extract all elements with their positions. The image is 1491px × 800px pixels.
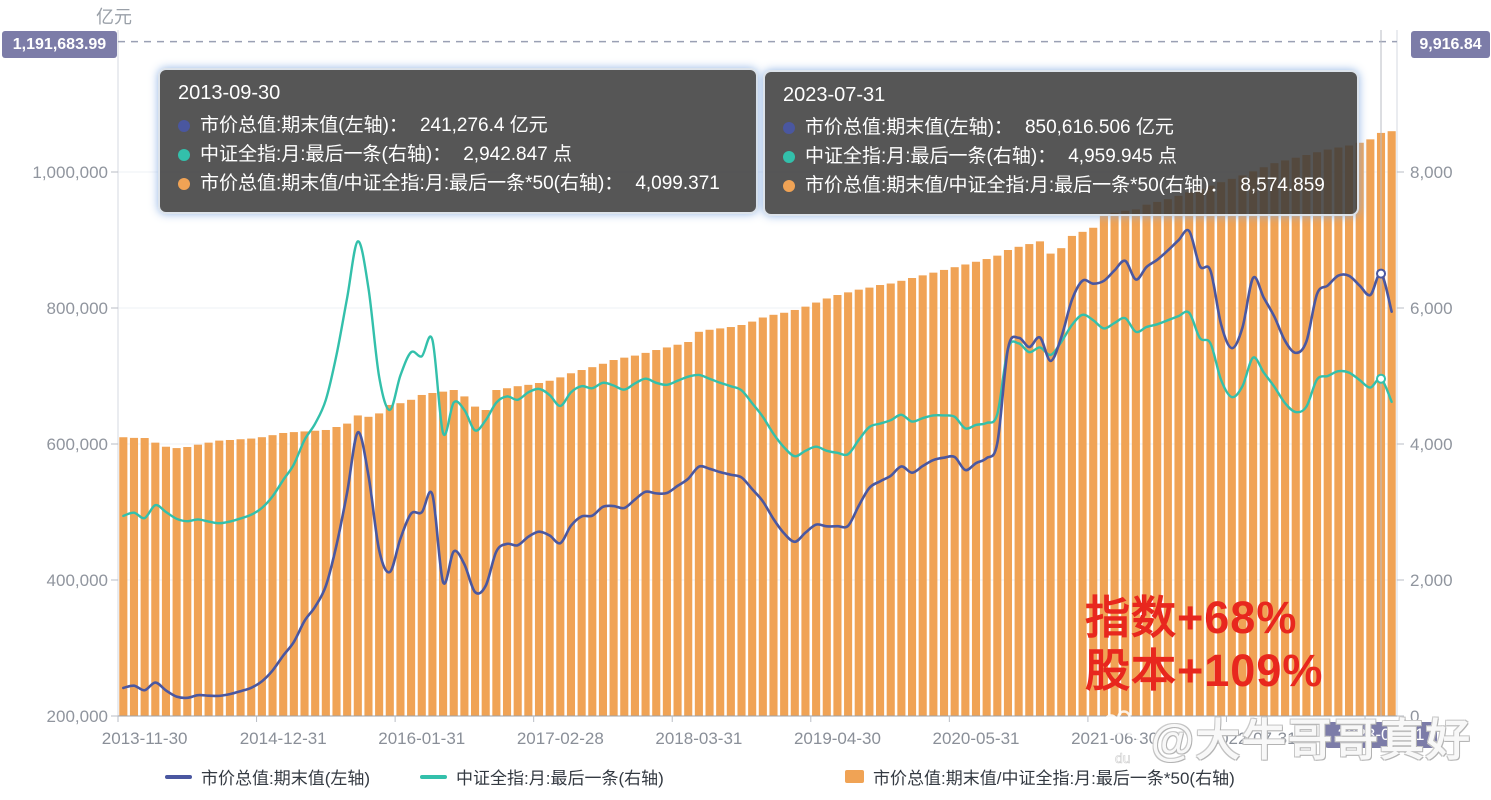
x-axis-labels: 2013-11-30 2014-12-31 2016-01-31 2017-02-28… (102, 729, 1297, 748)
svg-text:2,000: 2,000 (1410, 571, 1453, 590)
legend-item-ratio-bars[interactable]: 市价总值:期末值/中证全指:月:最后一条*50(右轴) (845, 764, 1235, 789)
ratio-bars (119, 131, 1396, 717)
svg-text:4,000: 4,000 (1410, 435, 1453, 454)
axes (111, 30, 1404, 722)
annotation-index-line: 指数+68% (1085, 592, 1298, 643)
gridlines (118, 171, 1397, 581)
tooltip-row-label: 市价总值:期末值(左轴)： (200, 115, 408, 136)
svg-text:0: 0 (1410, 707, 1419, 726)
svg-text:2013-11-30: 2013-11-30 (102, 729, 188, 748)
tooltip-row-value: 4,099.371 (635, 173, 720, 194)
legend-label: 市价总值:期末值(左轴) (201, 769, 371, 788)
tooltip-row-value: 850,616.506 亿元 (1024, 117, 1174, 138)
series-dot-icon (783, 150, 795, 163)
tooltip-row-label: 市价总值:期末值/中证全指:月:最后一条*50(右轴)： (805, 175, 1229, 196)
svg-text:2021-06-30: 2021-06-30 (1071, 729, 1158, 748)
tooltip-start-date: 2013-09-30 市价总值:期末值(左轴)： 241,276.4 亿元 中证… (158, 68, 758, 214)
svg-text:1,000,000: 1,000,000 (32, 163, 108, 182)
legend-label: 市价总值:期末值/中证全指:月:最后一条*50(右轴) (873, 769, 1235, 788)
series-dot-icon (783, 121, 795, 134)
right-axis-labels: 8,000 6,000 4,000 2,000 0 (1410, 163, 1453, 726)
tooltip-date: 2023-07-31 (783, 84, 886, 106)
svg-text:2018-03-31: 2018-03-31 (655, 729, 742, 748)
left-axis-labels: 1,000,000 800,000 600,000 400,000 200,000 (32, 163, 108, 726)
tooltip-row-value: 2,942.847 点 (463, 144, 573, 165)
tooltip-row-label: 中证全指:月:最后一条(右轴)： (200, 144, 452, 165)
svg-text:8,000: 8,000 (1410, 163, 1453, 182)
legend-item-market-cap[interactable]: 市价总值:期末值(左轴) (165, 764, 370, 789)
svg-text:200,000: 200,000 (47, 707, 108, 726)
series-dot-icon (178, 119, 190, 132)
legend-label: 中证全指:月:最后一条(右轴) (456, 769, 664, 788)
legend-rect-swatch-icon (845, 770, 864, 783)
tooltip-row: 中证全指:月:最后一条(右轴)： 4,959.945 点 (783, 142, 1339, 171)
series-dot-icon (178, 177, 190, 190)
tooltip-row-label: 市价总值:期末值(左轴)： (805, 117, 1013, 138)
x-axis-pointer-badge: 2023-08-31 (1325, 722, 1437, 748)
legend-item-csi-index[interactable]: 中证全指:月:最后一条(右轴) (420, 764, 664, 789)
svg-text:400,000: 400,000 (47, 571, 108, 590)
svg-text:2022-07-31: 2022-07-31 (1210, 729, 1297, 748)
tooltip-row: 市价总值:期末值(左轴)： 850,616.506 亿元 (783, 113, 1339, 142)
tooltip-row-value: 8,574.859 (1240, 175, 1325, 196)
annotation-returns: 指数+68% 股本+109% (1085, 591, 1323, 697)
tooltip-row-label: 中证全指:月:最后一条(右轴)： (805, 146, 1057, 167)
hover-point-marker (1376, 373, 1387, 384)
tooltip-row: 中证全指:月:最后一条(右轴)： 2,942.847 点 (178, 140, 738, 169)
tooltip-row: 市价总值:期末值/中证全指:月:最后一条*50(右轴)： 4,099.371 (178, 169, 738, 198)
legend-line-swatch-icon (420, 774, 447, 779)
annotation-equity-line: 股本+109% (1085, 645, 1324, 696)
svg-text:2020-05-31: 2020-05-31 (933, 729, 1020, 748)
tooltip-row-value: 241,276.4 亿元 (419, 115, 548, 136)
svg-text:2019-04-30: 2019-04-30 (794, 729, 881, 748)
svg-text:600,000: 600,000 (47, 435, 108, 454)
tooltip-row: 市价总值:期末值(左轴)： 241,276.4 亿元 (178, 111, 738, 140)
legend-line-swatch-icon (165, 774, 192, 779)
series-dot-icon (178, 148, 190, 161)
tooltip-row-value: 4,959.945 点 (1068, 146, 1178, 167)
tooltip-date: 2013-09-30 (178, 82, 281, 104)
svg-text:2014-12-31: 2014-12-31 (240, 729, 327, 748)
left-axis-unit-label: 亿元 (96, 7, 132, 27)
market-cap-line (122, 228, 1393, 700)
hover-point-marker (1376, 268, 1387, 279)
chart-legend: 市价总值:期末值(左轴) 中证全指:月:最后一条(右轴) 市价总值:期末值/中证… (0, 761, 1491, 791)
right-axis-max-badge: 9,916.84 (1411, 31, 1490, 58)
svg-text:2017-02-28: 2017-02-28 (517, 729, 604, 748)
tooltip-row: 市价总值:期末值/中证全指:月:最后一条*50(右轴)： 8,574.859 (783, 171, 1339, 200)
csi-index-line (122, 240, 1393, 525)
svg-text:2016-01-31: 2016-01-31 (378, 729, 465, 748)
left-axis-max-badge: 1,191,683.99 (2, 31, 117, 58)
svg-text:800,000: 800,000 (47, 299, 108, 318)
tooltip-end-date: 2023-07-31 市价总值:期末值(左轴)： 850,616.506 亿元 … (763, 70, 1359, 216)
tooltip-row-label: 市价总值:期末值/中证全指:月:最后一条*50(右轴)： (200, 173, 624, 194)
series-dot-icon (783, 179, 795, 192)
svg-text:6,000: 6,000 (1410, 299, 1453, 318)
